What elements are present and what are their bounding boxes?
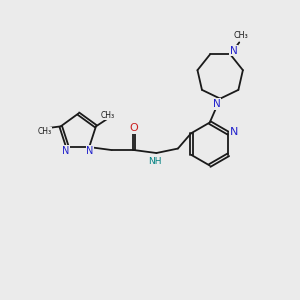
Text: CH₃: CH₃ [101, 110, 115, 119]
Text: N: N [62, 146, 70, 156]
Text: N: N [230, 127, 238, 137]
Text: CH₃: CH₃ [38, 127, 52, 136]
Text: N: N [86, 146, 94, 156]
Text: O: O [130, 123, 138, 133]
Text: NH: NH [148, 158, 162, 166]
Text: N: N [230, 46, 238, 56]
Text: N: N [213, 99, 220, 109]
Text: CH₃: CH₃ [233, 31, 248, 40]
